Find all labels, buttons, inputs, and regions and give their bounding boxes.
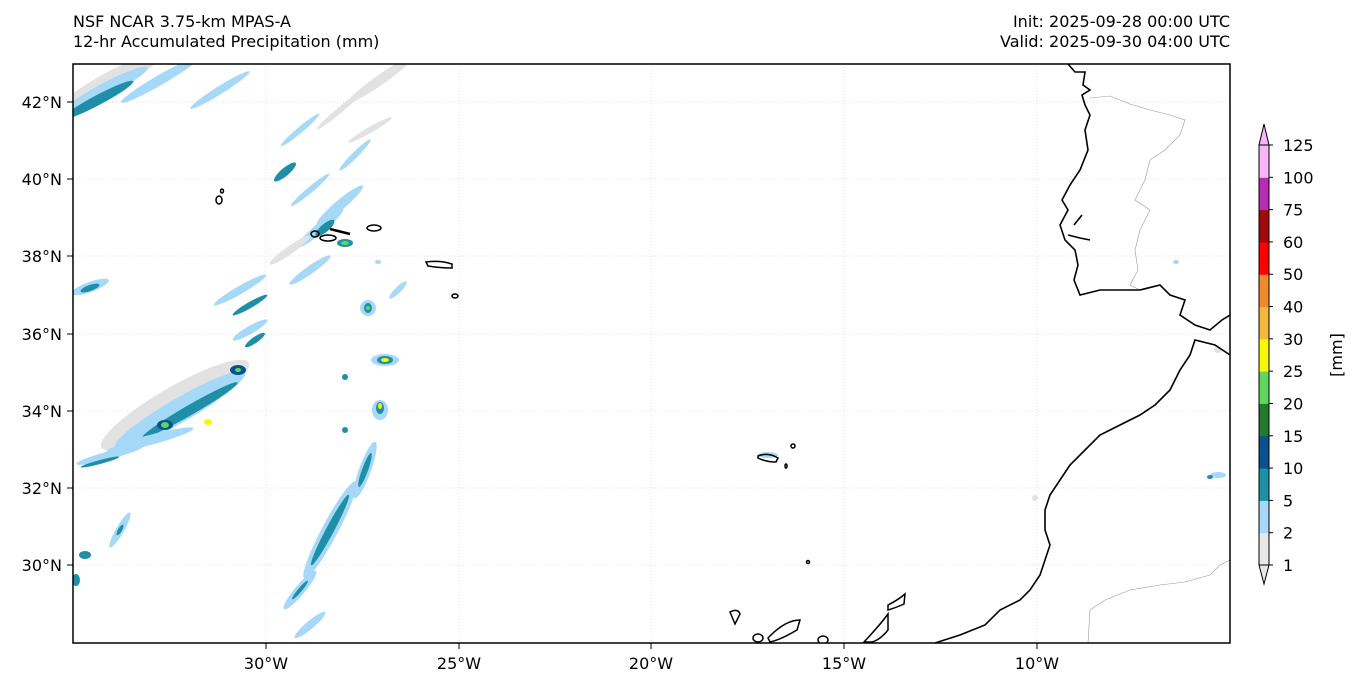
colorbar-segment	[1259, 403, 1269, 437]
lat-label: 32°N	[22, 479, 62, 498]
colorbar-segment	[1259, 500, 1269, 534]
lat-ticks: 42°N 40°N 38°N 36°N 34°N 32°N 30°N	[22, 93, 73, 575]
precip-bands	[73, 64, 1226, 639]
init-time: Init: 2025-09-28 00:00 UTC	[1012, 12, 1230, 31]
valid-time: Valid: 2025-09-30 04:00 UTC	[999, 32, 1230, 51]
colorbar-tick-label: 5	[1283, 491, 1293, 510]
colorbar-segments	[1259, 145, 1269, 566]
colorbar-tick-label: 1	[1283, 556, 1293, 575]
colorbar-top-arrow	[1258, 123, 1270, 146]
colorbar-tick-label: 40	[1283, 298, 1303, 317]
colorbar-tick-label: 25	[1283, 362, 1303, 381]
title-right: Init: 2025-09-28 00:00 UTC Valid: 2025-0…	[1000, 12, 1230, 52]
lon-ticks: 30°W 25°W 20°W 15°W 10°W	[244, 643, 1059, 673]
colorbar-segment	[1259, 435, 1269, 469]
colorbar-segment	[1259, 468, 1269, 501]
colorbar-tick-label: 75	[1283, 201, 1303, 220]
lon-label: 15°W	[822, 654, 866, 673]
colorbar-tick-label: 50	[1283, 265, 1303, 284]
morocco-algeria-border	[1087, 559, 1230, 643]
colorbar-segment	[1259, 532, 1269, 566]
colorbar-segment	[1259, 209, 1269, 243]
lat-label: 42°N	[22, 93, 62, 112]
lon-label: 20°W	[629, 654, 673, 673]
lon-label: 30°W	[244, 654, 288, 673]
islands	[215, 188, 906, 643]
precip-scattered	[375, 260, 1226, 501]
colorbar-tick-label: 20	[1283, 394, 1303, 413]
lat-label: 40°N	[22, 170, 62, 189]
africa-coastline	[934, 339, 1230, 643]
colorbar-tick-label: 100	[1283, 168, 1314, 187]
model-name: NSF NCAR 3.75-km MPAS-A	[73, 12, 291, 31]
map-frame	[72, 63, 1231, 644]
colorbar-segment	[1259, 177, 1269, 211]
lon-label: 10°W	[1015, 654, 1059, 673]
colorbar-tick-label: 15	[1283, 427, 1303, 446]
colorbar-tick-label: 60	[1283, 233, 1303, 252]
colorbar-tick-label: 30	[1283, 330, 1303, 349]
colorbar-unit-label: [mm]	[1327, 333, 1346, 377]
iberia-coast-detail	[1067, 214, 1091, 241]
precip-band-southwest	[76, 332, 265, 468]
colorbar-segment	[1259, 241, 1269, 275]
colorbar-frame	[1258, 144, 1270, 566]
field-name: 12-hr Accumulated Precipitation (mm)	[73, 32, 380, 51]
colorbar-tick-label: 2	[1283, 524, 1293, 543]
colorbar-tick-label: 125	[1283, 136, 1314, 155]
portugal-spain-border	[1089, 95, 1186, 291]
iberia-coastline	[1059, 64, 1230, 331]
precip-band-south	[73, 354, 399, 639]
colorbar-bottom-arrow	[1258, 564, 1270, 586]
lon-label: 25°W	[437, 654, 481, 673]
colorbar-segment	[1259, 306, 1269, 340]
colorbar-segment	[1259, 145, 1269, 178]
colorbar-tick-label: 10	[1283, 459, 1303, 478]
colorbar-segment	[1259, 274, 1269, 308]
lat-label: 30°N	[22, 556, 62, 575]
lat-label: 34°N	[22, 402, 62, 421]
lat-label: 38°N	[22, 247, 62, 266]
lat-label: 36°N	[22, 325, 62, 344]
precip-band-north	[73, 90, 407, 341]
colorbar-segment	[1259, 371, 1269, 404]
title-left: NSF NCAR 3.75-km MPAS-A 12-hr Accumulate…	[73, 12, 379, 52]
precip-band-nw	[73, 64, 413, 120]
colorbar-segment	[1259, 338, 1269, 372]
gridlines	[73, 64, 1230, 643]
